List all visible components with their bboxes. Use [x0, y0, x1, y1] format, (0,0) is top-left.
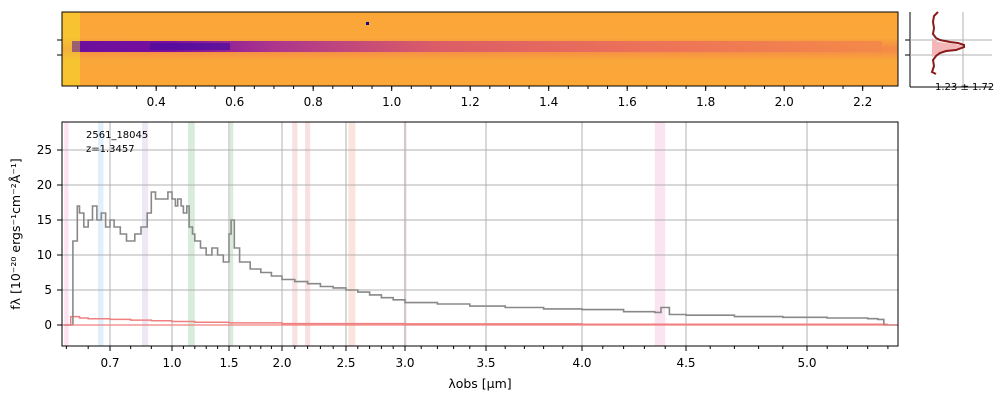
- 2d-spectrum-trace: [72, 41, 882, 52]
- object-id-annotation: 2561_18045: [86, 130, 148, 141]
- y-tick-label: 25: [37, 143, 52, 157]
- redshift-annotation: z=1.3457: [86, 144, 135, 155]
- profile-fill: [932, 12, 963, 74]
- y-tick-label: 0: [44, 318, 52, 332]
- emission-line-band: [142, 122, 149, 346]
- 2d-spectrum-panel: 0.4 0.6 0.8 1.0 1.2 1.4 1.6 1.8 2.0 2.2: [57, 11, 899, 109]
- emission-line-bands: [64, 122, 666, 346]
- top-x-tick-label: 2.2: [853, 95, 872, 109]
- error-series-line: [64, 315, 888, 326]
- 2d-spectrum-x-ticks: 0.4 0.6 0.8 1.0 1.2 1.4 1.6 1.8 2.0 2.2: [77, 86, 883, 109]
- 1d-spectrum-panel: 0.7 1.0 1.5 2.0 2.5 3.0 3.5 4.0 4.5 5.0 0 5 10 15 20 2…: [8, 121, 899, 391]
- 2d-spectrum-core: [150, 43, 230, 50]
- emission-line-band: [98, 122, 104, 346]
- y-tick-label: 10: [37, 248, 52, 262]
- grid: [62, 122, 898, 346]
- top-x-tick-label: 1.0: [382, 95, 401, 109]
- profile-annotation: 1.23 ± 1.72: [935, 82, 994, 93]
- top-x-tick-label: 0.6: [225, 95, 244, 109]
- emission-line-band: [187, 122, 195, 346]
- y-axis-label: fλ [10⁻²⁰ ergs⁻¹cm⁻²Å⁻¹]: [8, 158, 23, 310]
- x-tick-label: 1.5: [219, 356, 238, 370]
- emission-line-band: [348, 122, 356, 346]
- 2d-spectrum-noise-left: [62, 12, 80, 86]
- y-tick-label: 20: [37, 178, 52, 192]
- top-x-tick-label: 0.8: [304, 95, 323, 109]
- emission-line-band: [64, 122, 69, 346]
- x-tick-label: 2.0: [272, 356, 291, 370]
- x-tick-label: 3.5: [476, 356, 495, 370]
- x-tick-label: 2.5: [336, 356, 355, 370]
- top-x-tick-label: 2.0: [775, 95, 794, 109]
- 2d-spectrum-hotpixel: [366, 22, 369, 25]
- top-x-tick-label: 0.4: [147, 95, 166, 109]
- y-axis-ticks: 0 5 10 15 20 25: [37, 143, 62, 332]
- x-tick-label: 3.0: [395, 356, 414, 370]
- x-tick-label: 0.7: [100, 356, 119, 370]
- profile-line: [930, 11, 965, 75]
- 2d-spectrum-frame: [61, 11, 899, 87]
- top-x-tick-label: 1.8: [696, 95, 715, 109]
- emission-line-band: [292, 122, 298, 346]
- y-tick-label: 5: [44, 283, 52, 297]
- y-tick-label: 15: [37, 213, 52, 227]
- emission-line-band: [305, 122, 311, 346]
- flux-series-line: [64, 191, 898, 326]
- x-tick-label: 4.5: [676, 356, 695, 370]
- x-tick-label: 5.0: [797, 356, 816, 370]
- x-tick-label: 1.0: [162, 356, 181, 370]
- x-axis-label: λobs [μm]: [448, 376, 511, 391]
- emission-line-band: [654, 122, 666, 346]
- top-x-tick-label: 1.6: [618, 95, 637, 109]
- x-axis-ticks: 0.7 1.0 1.5 2.0 2.5 3.0 3.5 4.0 4.5 5.0: [65, 346, 889, 370]
- spatial-profile-panel: 1.23 ± 1.72: [905, 11, 994, 93]
- top-x-tick-label: 1.2: [461, 95, 480, 109]
- top-x-tick-label: 1.4: [539, 95, 558, 109]
- 1d-spectrum-frame: [61, 121, 899, 347]
- x-tick-label: 4.0: [572, 356, 591, 370]
